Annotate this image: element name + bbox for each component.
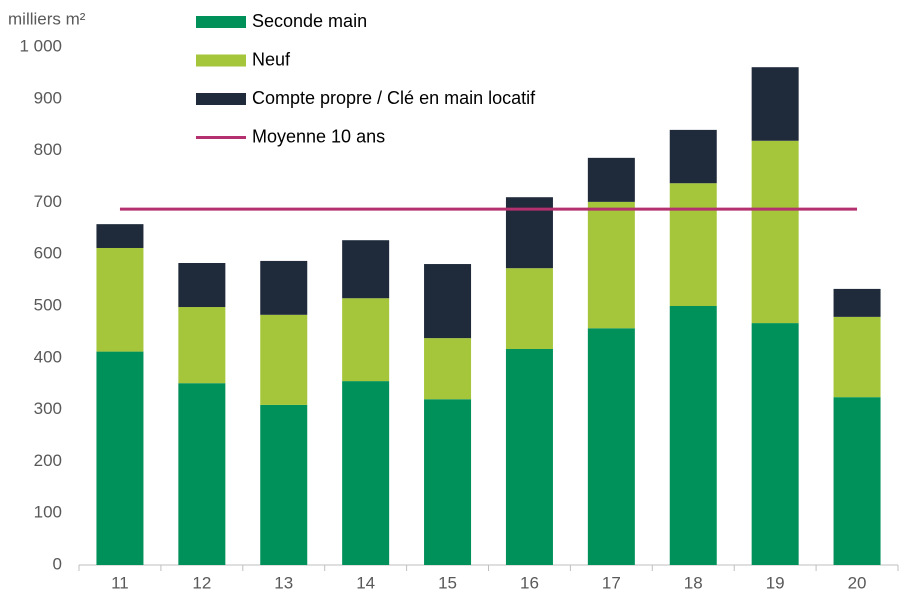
bar-segment <box>751 67 799 141</box>
bar-segment <box>178 383 226 565</box>
bar-segment <box>96 351 144 565</box>
bar-segment <box>96 247 144 352</box>
legend-label: Compte propre / Clé en main locatif <box>252 88 536 108</box>
x-tick-label: 17 <box>602 573 621 592</box>
y-tick-label: 600 <box>34 244 62 263</box>
y-tick-label: 500 <box>34 295 62 314</box>
bar-segment <box>669 183 717 306</box>
bar-segment <box>669 129 717 184</box>
bar-segment <box>587 328 635 565</box>
y-tick-label: 0 <box>53 554 62 573</box>
bar-segment <box>833 288 881 317</box>
bar-segment <box>260 314 308 405</box>
y-tick-label: 100 <box>34 503 62 522</box>
x-tick-label: 19 <box>766 573 785 592</box>
bar-segment <box>424 338 472 400</box>
bar-segment <box>424 264 472 339</box>
y-tick-label: 700 <box>34 192 62 211</box>
y-tick-label: 800 <box>34 140 62 159</box>
bar-segment <box>669 306 717 565</box>
legend-swatch <box>196 54 246 67</box>
bar-segment <box>424 399 472 565</box>
y-tick-label: 400 <box>34 347 62 366</box>
bar-segment <box>505 268 553 349</box>
x-tick-label: 18 <box>684 573 703 592</box>
x-tick-label: 15 <box>438 573 457 592</box>
legend-swatch <box>196 16 246 28</box>
bar-segment <box>342 298 390 382</box>
bar-segment <box>178 307 226 384</box>
x-tick-label: 12 <box>192 573 211 592</box>
y-axis-label: milliers m² <box>8 9 86 28</box>
bar-segment <box>342 381 390 565</box>
y-tick-label: 1 000 <box>19 36 62 55</box>
legend-label: Neuf <box>252 49 291 69</box>
x-tick-label: 16 <box>520 573 539 592</box>
bar-segment <box>833 316 881 398</box>
x-tick-label: 14 <box>356 573 375 592</box>
bar-segment <box>587 201 635 329</box>
x-tick-label: 11 <box>111 573 129 592</box>
x-tick-label: 13 <box>274 573 293 592</box>
bar-segment <box>260 404 308 565</box>
bar-segment <box>833 397 881 565</box>
bar-segment <box>96 224 144 248</box>
legend-label: Seconde main <box>252 11 367 31</box>
bar-segment <box>751 323 799 565</box>
bar-segment <box>260 260 308 315</box>
y-tick-label: 200 <box>34 451 62 470</box>
bar-segment <box>178 263 226 308</box>
bar-segment <box>342 240 390 299</box>
bar-segment <box>587 157 635 202</box>
legend-label: Moyenne 10 ans <box>252 126 385 146</box>
y-tick-label: 900 <box>34 88 62 107</box>
y-tick-label: 300 <box>34 399 62 418</box>
x-tick-label: 20 <box>848 573 867 592</box>
bar-segment <box>751 140 799 324</box>
legend-swatch <box>196 93 246 105</box>
bar-segment <box>505 348 553 565</box>
